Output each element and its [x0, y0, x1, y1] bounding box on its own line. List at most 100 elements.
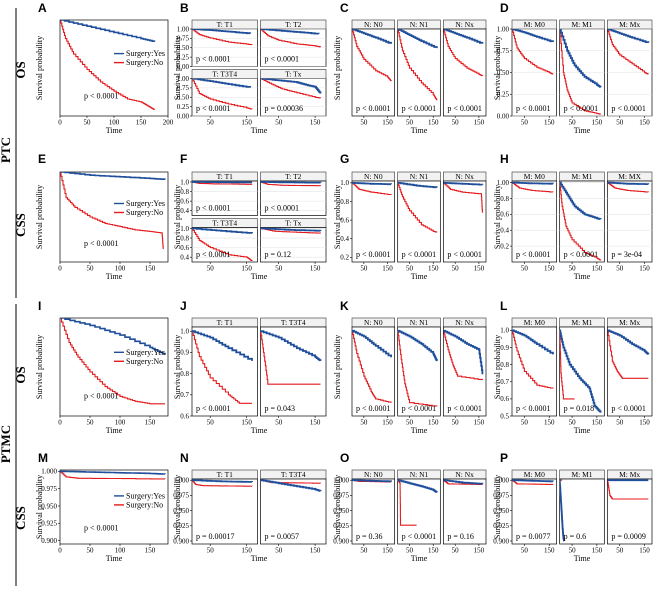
panel-border: [59, 19, 169, 117]
strip-label: M: Mx: [619, 20, 640, 29]
x-axis-title: Time: [106, 554, 123, 563]
x-tick-label: 150: [544, 265, 555, 273]
x-tick-label: 150: [474, 119, 485, 127]
y-tick-label: 0.8: [500, 195, 509, 203]
panel-letter-C: C: [340, 1, 349, 15]
series-line-surgery-no: [260, 78, 322, 99]
facet-m-m0: M: M0 0.900 0.925 0.950 0.975 1.000 50 150 p = 0…: [493, 469, 558, 555]
y-tick-label: 0.7: [500, 378, 509, 386]
y-axis-title: Survival probability: [493, 185, 502, 249]
y-tick-label: 0.4: [500, 227, 509, 235]
series-line-surgery-yes: [260, 29, 320, 35]
x-axis-title: Time: [106, 426, 123, 435]
y-tick-label: 0.00: [177, 63, 190, 71]
x-tick-label: 150: [639, 119, 650, 127]
legend-label-no: Surgery:No: [126, 357, 163, 366]
y-axis-title: Survival probability: [35, 335, 44, 399]
p-value: p = 0.12: [265, 250, 292, 259]
y-tick-label: 0.975: [41, 485, 57, 493]
panel-border: [559, 326, 605, 417]
panel-border: [351, 28, 396, 117]
y-tick-label: 0.00: [497, 112, 510, 120]
series-line-surgery-yes: [60, 20, 156, 42]
p-value: p < 0.0001: [564, 250, 599, 259]
p-value: p < 0.0001: [84, 391, 119, 400]
panel-border: [59, 317, 169, 417]
p-value: p < 0.0001: [447, 250, 482, 259]
y-tick-label: 1.00: [497, 25, 510, 33]
x-tick-label: 150: [136, 119, 147, 127]
x-tick-label: 150: [310, 547, 321, 555]
chart-E: E Survival probability Time 0 50 100 150 p < 0.…: [35, 152, 169, 281]
p-value: p = 0.36: [356, 532, 383, 541]
series-line-surgery-no: [443, 182, 483, 213]
x-tick-label: 150: [310, 265, 321, 273]
x-tick-label: 150: [382, 419, 393, 427]
css-label-ptmc: CSS: [13, 506, 28, 530]
series-line-surgery-yes: [60, 470, 166, 475]
series-line-surgery-yes: [192, 479, 253, 483]
facet-t-t2: T: T2 p < 0.0001: [260, 171, 327, 216]
y-tick-label: 0.8: [340, 198, 349, 206]
series-line-surgery-no: [192, 330, 252, 404]
p-value: p < 0.0001: [447, 404, 482, 413]
x-axis-title: Time: [574, 126, 591, 135]
legend-label-no: Surgery:No: [126, 58, 163, 67]
x-tick-label: 150: [592, 419, 603, 427]
legend-label-yes: Surgery:Yes: [126, 199, 165, 208]
strip-label: M: M1: [571, 470, 592, 479]
series-line-surgery-no: [60, 20, 156, 110]
y-tick-label: 0.6: [180, 412, 189, 420]
p-value: p < 0.0001: [611, 404, 646, 413]
x-axis-title: Time: [411, 126, 428, 135]
x-tick-label: 50: [521, 265, 529, 273]
x-tick-label: 50: [452, 265, 460, 273]
series-line-surgery-yes: [352, 329, 392, 358]
x-tick-label: 50: [360, 265, 368, 273]
x-tick-label: 150: [544, 547, 555, 555]
x-tick-label: 200: [163, 119, 174, 127]
facet-m-m1: M: M1 50 150 p = 0.6: [559, 469, 605, 555]
series-line-surgery-no: [397, 330, 438, 407]
series-line-surgery-no: [607, 182, 649, 193]
facet-m-m1: M: M1 50 150 p = 0.018: [559, 317, 605, 427]
y-tick-label: 0.50: [177, 94, 190, 102]
series-line-surgery-yes: [559, 29, 602, 88]
series-line-surgery-no: [443, 479, 483, 485]
chart-J: J Survival probability Time T: T1 0.6 0.7 0.8 0…: [173, 299, 327, 435]
chart-P: P Survival probability Time M: M0 0.900 0.925…: [493, 451, 653, 563]
p-value: p = 0.16: [447, 532, 474, 541]
series-line-surgery-no: [60, 172, 164, 250]
series-line-surgery-yes: [607, 29, 650, 43]
p-value: p < 0.0001: [356, 404, 391, 413]
x-tick-label: 150: [639, 547, 650, 555]
chart-M: M Survival probability Time 0.900 0.925 0.950…: [35, 451, 169, 563]
x-tick-label: 50: [569, 419, 577, 427]
facet-main: 0.900 0.925 0.950 0.975 1.000 0 50 100 150 p < 0.…: [41, 468, 169, 555]
strip-label: M: M1: [571, 172, 592, 181]
series-line-surgery-no: [559, 29, 602, 115]
x-tick-label: 50: [360, 119, 368, 127]
x-tick-label: 50: [275, 265, 283, 273]
x-tick-label: 150: [474, 419, 485, 427]
facet-m-m0: M: M0 0.2 0.4 0.6 0.8 1.00 50 150 p < 0.0001: [497, 171, 558, 273]
strip-label: T: T3T4: [212, 70, 237, 79]
x-tick-label: 150: [145, 419, 156, 427]
legend-label-yes: Surgery:Yes: [126, 348, 165, 357]
x-tick-label: 100: [109, 119, 120, 127]
series-line-surgery-no: [352, 182, 392, 196]
x-tick-label: 150: [592, 119, 603, 127]
facet-t-t1: T: T1 0.00 0.250.500.75 1.00 p < 0.0001: [177, 19, 258, 71]
facet-m-mx: M: Mx 50 150 p < 0.0001: [606, 317, 653, 427]
series-line-surgery-yes: [607, 329, 650, 355]
y-axis-title: Survival probability: [173, 335, 182, 399]
y-axis-title: Survival probability: [35, 185, 44, 249]
panel-border: [511, 478, 558, 545]
x-tick-label: 150: [145, 547, 156, 555]
y-tick-label: 0.950: [41, 502, 57, 510]
x-tick-label: 150: [592, 547, 603, 555]
chart-N: N Survival probability Time T: T1 0.900 0.925…: [173, 451, 327, 563]
panel-border: [606, 326, 653, 417]
panel-border: [260, 326, 327, 417]
